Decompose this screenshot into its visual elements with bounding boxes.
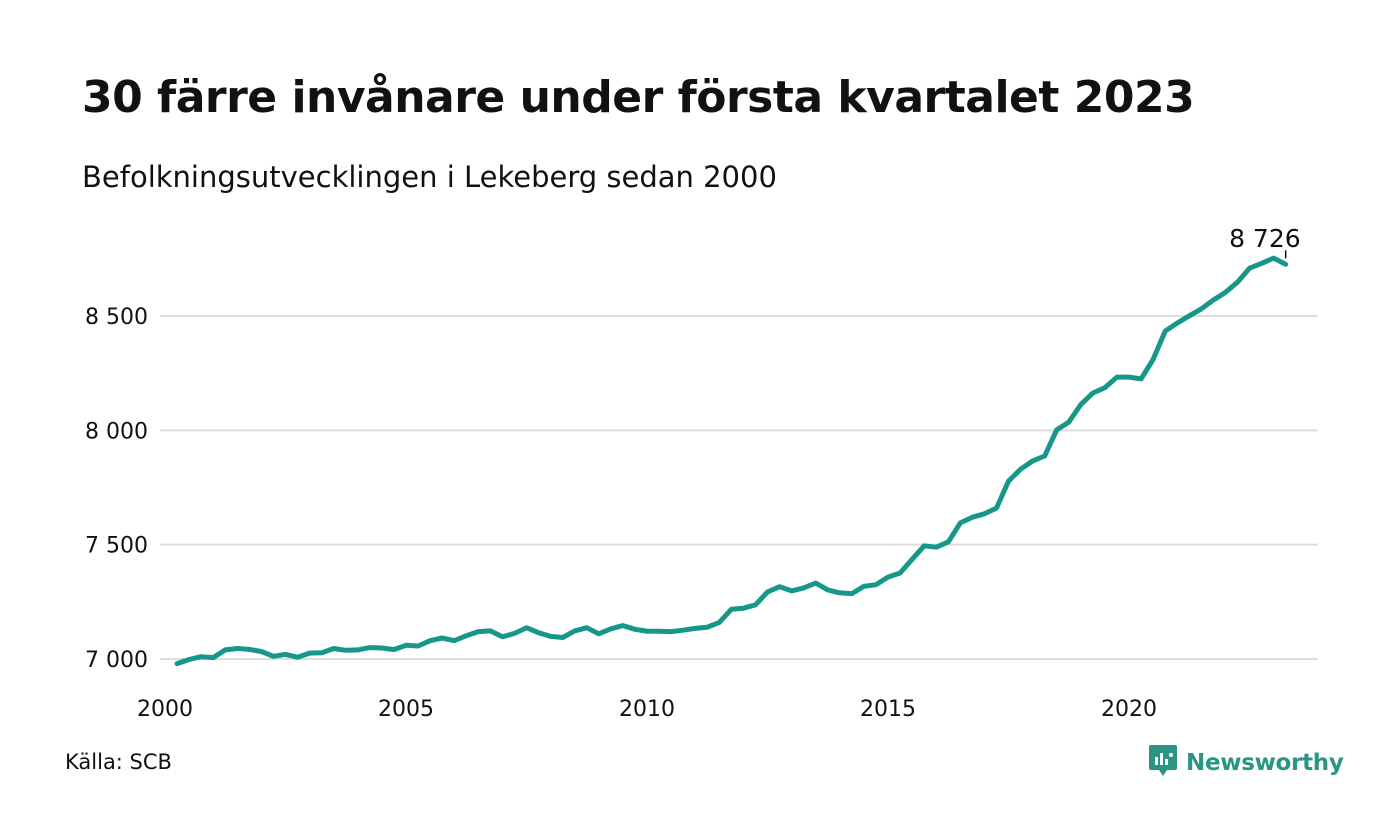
y-tick-label: 7 000	[85, 648, 148, 673]
x-tick-label: 2010	[619, 697, 675, 722]
brand-name: Newsworthy	[1186, 750, 1344, 776]
newsworthy-logo-icon	[1148, 744, 1178, 782]
brand-logo[interactable]: Newsworthy	[1148, 744, 1344, 782]
series-line	[174, 255, 1289, 667]
y-tick-label: 8 000	[85, 419, 148, 444]
x-tick-label: 2005	[378, 697, 434, 722]
chart-title: 30 färre invånare under första kvartalet…	[82, 72, 1195, 123]
line-chart: 7 000 7 500 8 000 8 500 2000 2005 2010 2015 2020…	[85, 224, 1318, 722]
chart-subtitle: Befolkningsutvecklingen i Lekeberg sedan…	[82, 160, 777, 194]
x-tick-label: 2020	[1101, 697, 1157, 722]
x-tick-label: 2000	[137, 697, 193, 722]
x-tick-label: 2015	[860, 697, 916, 722]
source-note: Källa: SCB	[65, 750, 172, 774]
last-value-label: 8 726	[1229, 224, 1301, 253]
y-tick-label: 7 500	[85, 534, 148, 559]
y-tick-label: 8 500	[85, 305, 148, 330]
